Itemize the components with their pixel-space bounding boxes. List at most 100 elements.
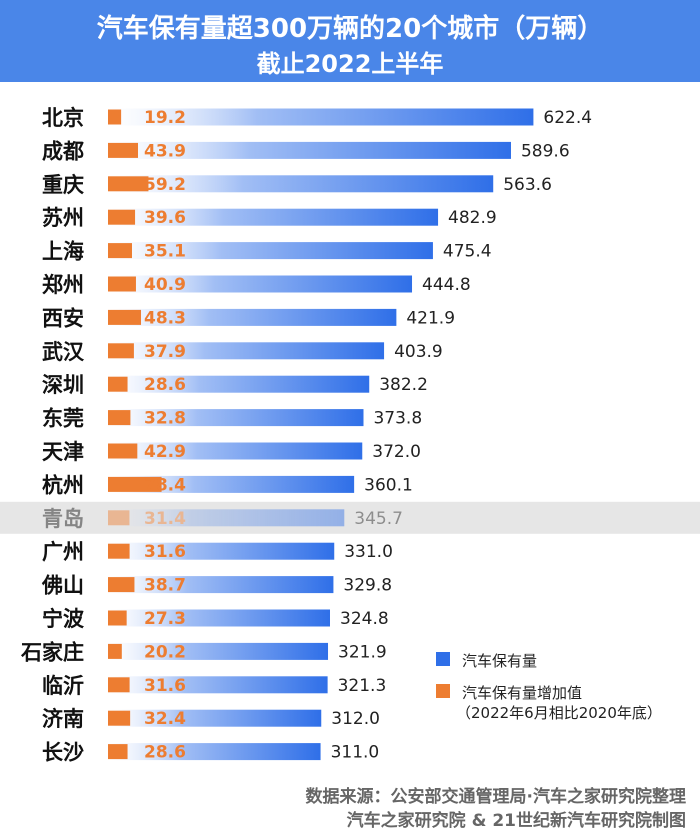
increase-bar — [108, 243, 132, 259]
increase-bar — [108, 476, 162, 492]
holdings-value-label: 345.7 — [354, 509, 403, 529]
city-label: 临沂 — [42, 674, 84, 698]
increase-bar — [108, 176, 149, 192]
holdings-value-label: 622.4 — [543, 108, 592, 128]
bar-row-10: 天津 42.9 372.0 — [42, 440, 421, 464]
holdings-bar — [108, 509, 345, 527]
bar-row-12: 青岛 31.4 345.7 — [42, 507, 403, 531]
city-label: 广州 — [42, 540, 84, 564]
increase-bar — [108, 410, 131, 426]
bar-row-2: 重庆 59.2 563.6 — [42, 173, 552, 197]
increase-bar — [108, 142, 139, 158]
city-label: 宁波 — [42, 607, 85, 631]
increase-bar — [108, 744, 128, 760]
city-label: 杭州 — [42, 473, 84, 497]
bar-chart: 北京 19.2 622.4 成都 43.9 589.6 重庆 59.2 563.6 苏州 39.6 4… — [0, 106, 700, 765]
bar-row-18: 济南 32.4 312.0 — [42, 707, 380, 731]
bar-row-16: 石家庄 20.2 321.9 — [20, 640, 387, 664]
increase-bar — [108, 109, 122, 125]
bar-row-6: 西安 48.3 421.9 — [42, 306, 455, 330]
bar-row-5: 郑州 40.9 444.8 — [42, 273, 471, 297]
increase-value-label: 37.9 — [144, 342, 186, 362]
bar-row-15: 宁波 27.3 324.8 — [42, 607, 389, 631]
increase-value-label: 27.3 — [144, 609, 186, 629]
city-label: 长沙 — [42, 741, 84, 765]
city-label: 成都 — [42, 139, 84, 163]
increase-value-label: 38.7 — [144, 576, 186, 596]
holdings-value-label: 589.6 — [521, 141, 570, 161]
city-label: 佛山 — [41, 574, 84, 598]
increase-value-label: 39.6 — [144, 208, 186, 228]
increase-bar — [108, 710, 131, 726]
city-label: 郑州 — [42, 273, 84, 297]
holdings-bar — [108, 242, 433, 260]
holdings-bar — [108, 542, 335, 560]
legend: 汽车保有量 汽车保有量增加值 （2022年6月相比2020年底） — [436, 650, 696, 722]
increase-value-label: 43.9 — [144, 141, 186, 161]
bar-row-14: 佛山 38.7 329.8 — [41, 574, 392, 598]
increase-bar — [108, 577, 135, 593]
legend-swatch-holdings — [436, 652, 450, 666]
holdings-bar — [108, 709, 322, 727]
increase-value-label: 20.2 — [144, 642, 186, 662]
increase-bar — [108, 376, 128, 392]
holdings-value-label: 329.8 — [343, 576, 392, 596]
holdings-value-label: 360.1 — [364, 475, 413, 495]
holdings-value-label: 563.6 — [503, 175, 552, 195]
increase-value-label: 78.4 — [144, 475, 186, 495]
holdings-bar — [108, 308, 397, 326]
increase-value-label: 42.9 — [144, 442, 186, 462]
city-label: 深圳 — [42, 373, 84, 397]
holdings-value-label: 421.9 — [406, 308, 455, 328]
holdings-value-label: 324.8 — [340, 609, 389, 629]
bar-row-13: 广州 31.6 331.0 — [42, 540, 393, 564]
holdings-bar — [108, 409, 364, 427]
holdings-bar — [108, 275, 413, 293]
holdings-bar — [108, 475, 355, 493]
holdings-value-label: 373.8 — [373, 409, 422, 429]
city-label: 天津 — [42, 440, 84, 464]
increase-value-label: 28.6 — [144, 375, 186, 395]
increase-bar — [108, 309, 142, 325]
increase-bar — [108, 443, 138, 459]
city-label: 北京 — [42, 106, 84, 130]
increase-bar — [108, 510, 130, 526]
city-label: 武汉 — [42, 340, 85, 364]
bar-row-17: 临沂 31.6 321.3 — [42, 674, 386, 698]
holdings-value-label: 403.9 — [394, 342, 443, 362]
holdings-bar — [108, 342, 385, 360]
increase-bar — [108, 677, 130, 693]
bar-row-19: 长沙 28.6 311.0 — [42, 741, 379, 765]
holdings-bar — [108, 642, 329, 660]
holdings-value-label: 321.3 — [338, 676, 387, 696]
highlight-row — [0, 501, 700, 534]
city-label: 石家庄 — [20, 640, 84, 664]
source-note: 数据来源：公安部交通管理局·汽车之家研究院整理 — [305, 787, 686, 807]
bar-row-7: 武汉 37.9 403.9 — [42, 340, 443, 364]
holdings-bar — [108, 743, 321, 761]
increase-bar — [108, 610, 127, 626]
bar-row-9: 东莞 32.8 373.8 — [42, 407, 422, 431]
holdings-bar — [108, 175, 494, 193]
increase-value-label: 28.6 — [144, 743, 186, 763]
holdings-value-label: 444.8 — [422, 275, 471, 295]
chart-title: 汽车保有量超300万辆的20个城市（万辆） — [96, 14, 604, 44]
bar-row-3: 苏州 39.6 482.9 — [42, 206, 497, 230]
increase-value-label: 31.4 — [144, 509, 186, 529]
holdings-value-label: 482.9 — [448, 208, 497, 228]
holdings-bar — [108, 609, 331, 627]
increase-value-label: 40.9 — [144, 275, 186, 295]
increase-bar — [108, 209, 136, 225]
holdings-bar — [108, 208, 439, 226]
city-label: 东莞 — [42, 407, 84, 431]
increase-bar — [108, 276, 136, 292]
city-label: 青岛 — [42, 507, 84, 531]
holdings-bar — [108, 141, 511, 159]
legend-swatch-increase — [436, 684, 450, 698]
holdings-bar — [108, 576, 334, 594]
increase-value-label: 31.6 — [144, 676, 186, 696]
credit-note: 汽车之家研究院 & 21世纪新汽车研究院制图 — [346, 811, 686, 831]
city-label: 苏州 — [42, 206, 84, 230]
holdings-value-label: 321.9 — [338, 642, 387, 662]
city-label: 上海 — [42, 240, 84, 264]
